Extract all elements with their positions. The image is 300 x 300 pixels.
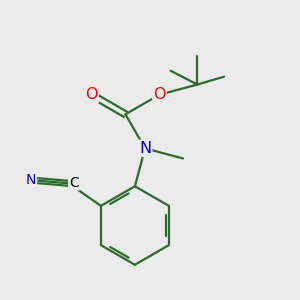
Text: O: O (153, 87, 166, 102)
Text: N: N (139, 141, 151, 156)
Text: N: N (26, 173, 36, 188)
Text: O: O (85, 87, 98, 102)
Text: C: C (69, 176, 79, 190)
